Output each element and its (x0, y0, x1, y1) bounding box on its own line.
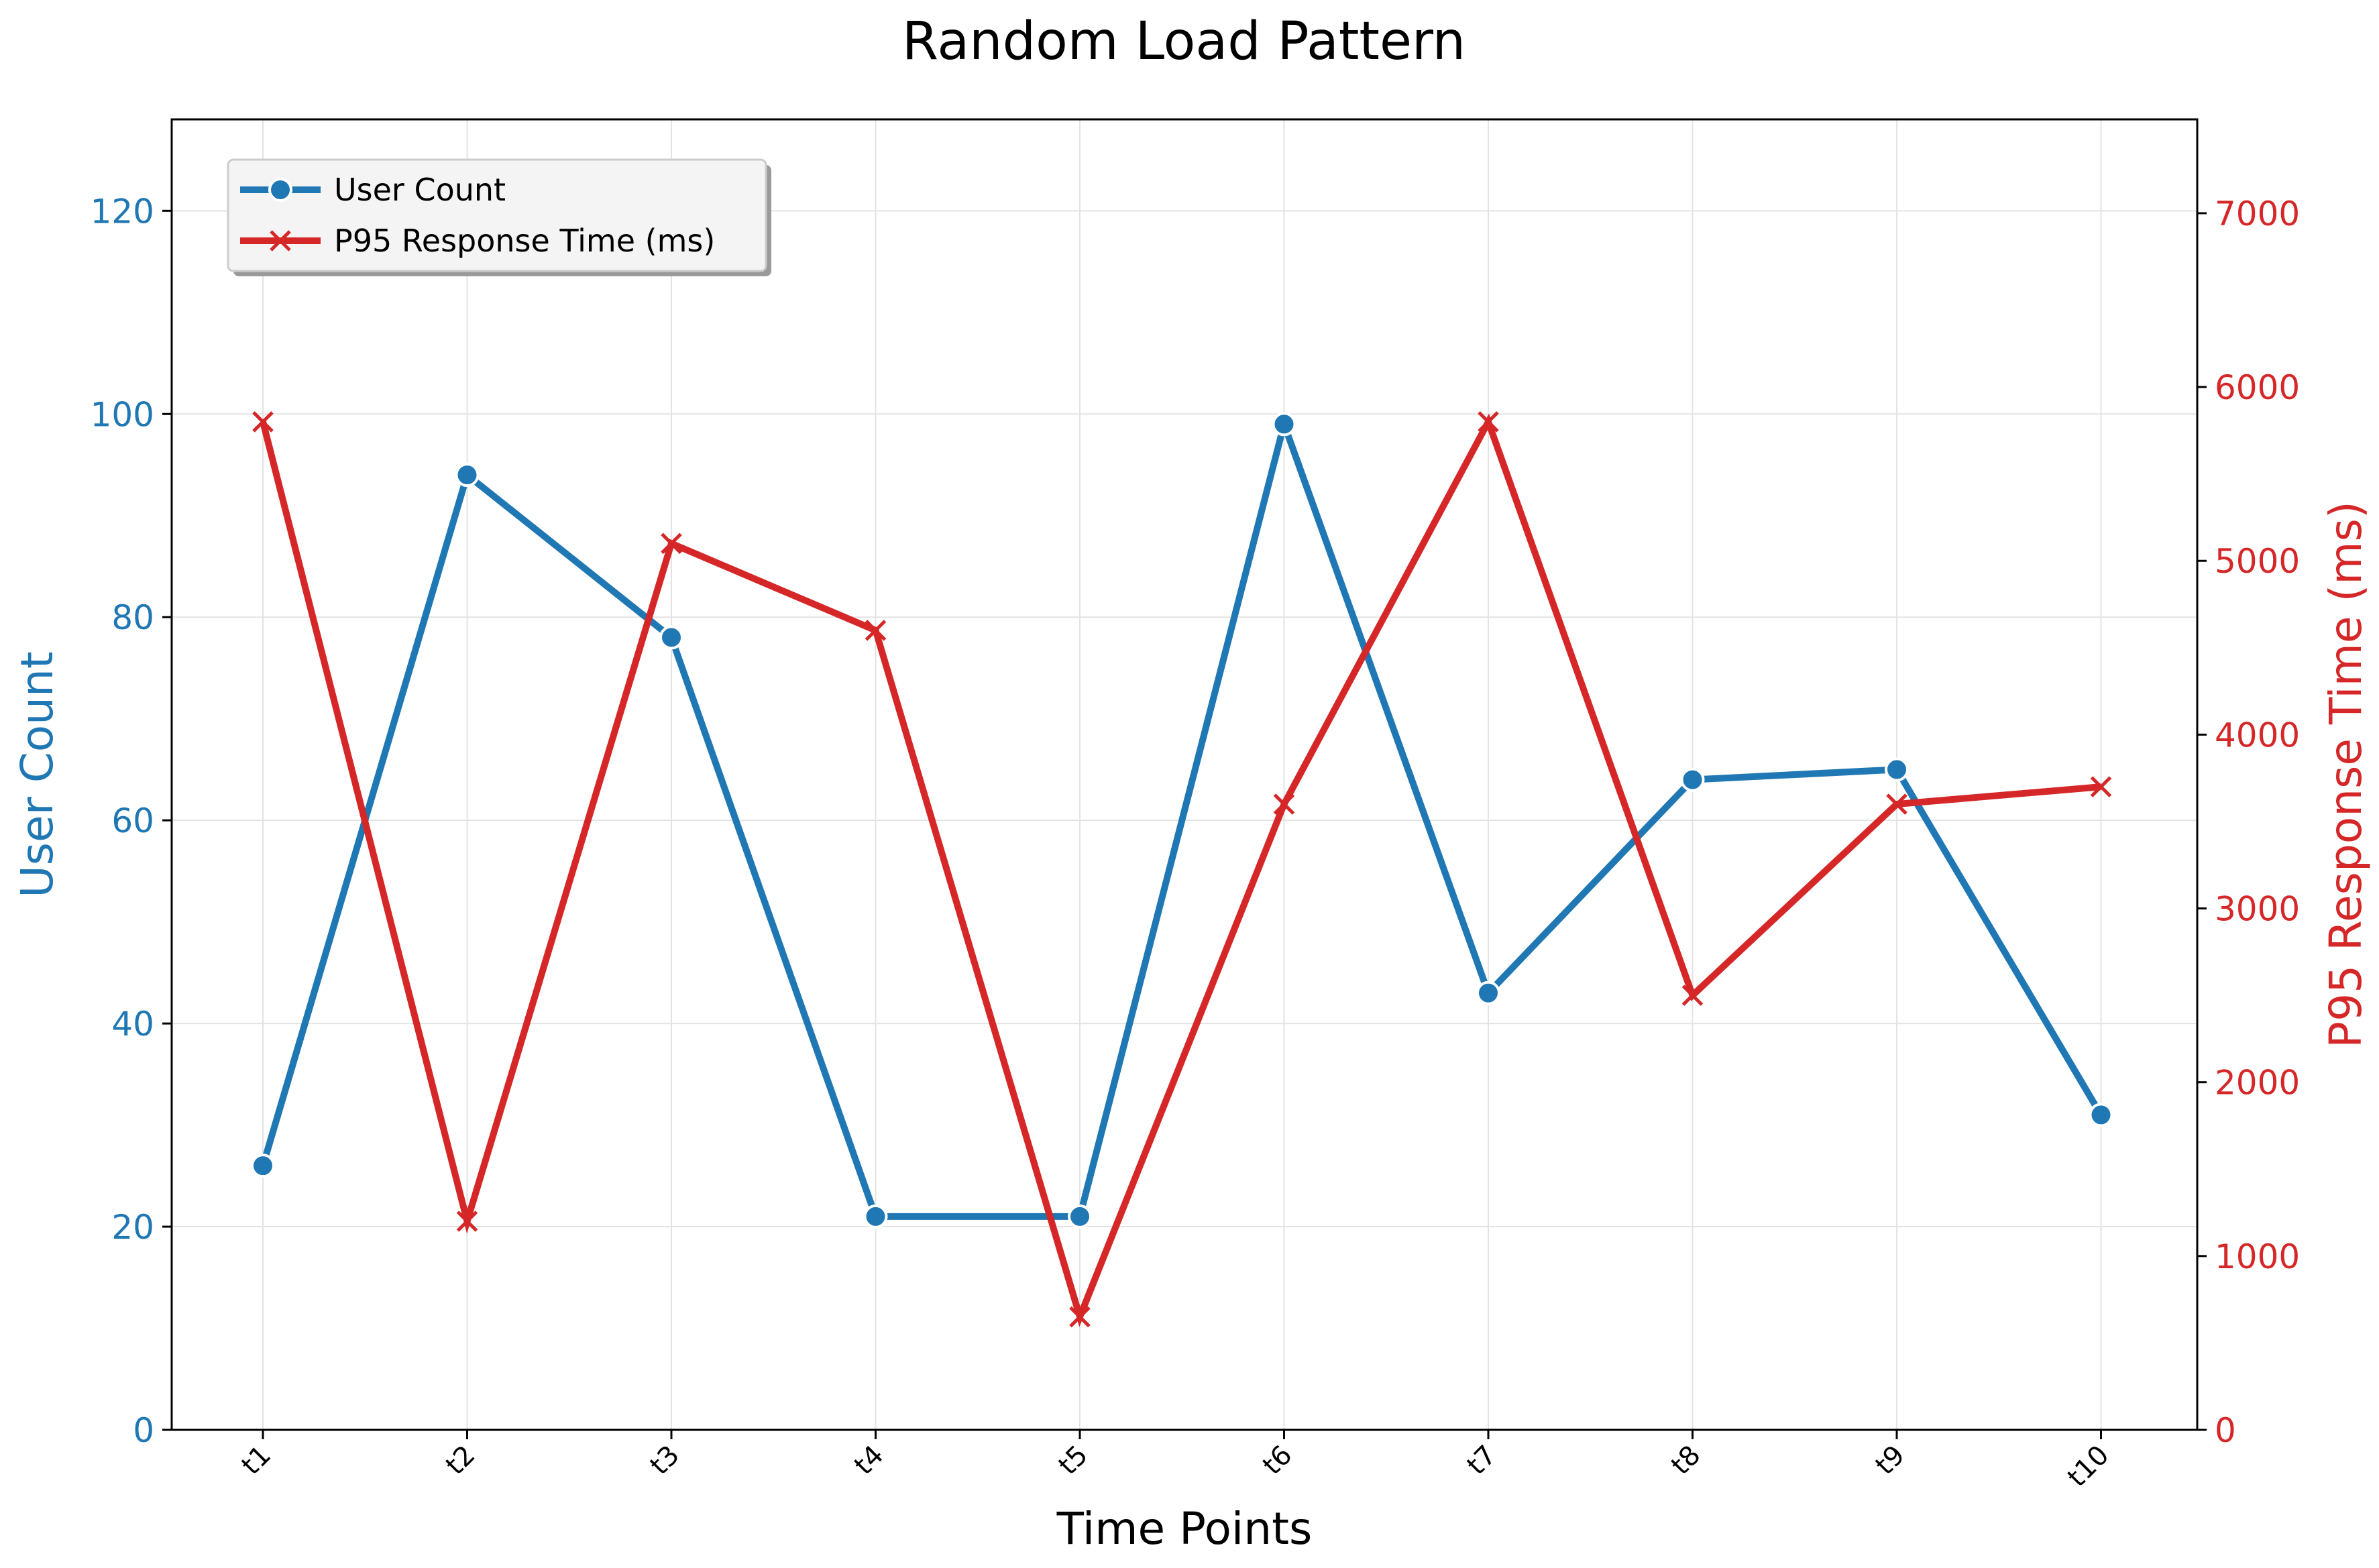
plot-frame (170, 118, 2199, 1431)
p95-response-time-point (1273, 793, 1295, 815)
legend-box (227, 158, 767, 272)
y-right-tick-label: 4000 (2215, 716, 2300, 754)
user-count-point (659, 625, 683, 650)
y-left-tick-label: 20 (111, 1208, 154, 1247)
p95-response-time-point (1886, 793, 1907, 815)
y-left-tick-label: 0 (133, 1411, 154, 1450)
p95-response-time-point (252, 411, 274, 433)
p95-response-time-point (2090, 776, 2112, 797)
y-axis-label-left: User Count (11, 651, 63, 897)
p95-response-time-point (456, 1211, 478, 1232)
y-right-tick-label: 1000 (2215, 1237, 2300, 1276)
p95-response-time-series (252, 411, 2112, 1328)
legend-label-p95-response-time: P95 Response Time (ms) (334, 223, 715, 259)
y-right-tick-label: 7000 (2215, 194, 2300, 233)
x-axis-label: Time Points (1056, 1503, 1313, 1555)
user-count-point (863, 1204, 888, 1229)
p95-response-time-point (865, 620, 887, 641)
user-count-line (260, 412, 2104, 1220)
y-right-tick-label: 0 (2215, 1411, 2236, 1450)
legend-marker-user-count (268, 178, 292, 202)
user-count-point (1476, 981, 1500, 1005)
p95-response-time-line (260, 413, 2101, 1327)
p95-response-time-point (1069, 1306, 1091, 1328)
y-left-tick-label: 80 (111, 598, 154, 637)
y-right-tick-label: 3000 (2215, 890, 2300, 929)
legend: User Count P95 Response Time (ms) (227, 158, 771, 276)
y-left-tick-label: 60 (111, 801, 154, 840)
user-count-series (251, 412, 2113, 1229)
user-count-point (2089, 1103, 2113, 1127)
y-left-tick-label: 100 (91, 395, 154, 434)
y-right-tick-label: 2000 (2215, 1064, 2300, 1103)
y-left-tick-label: 40 (111, 1005, 154, 1044)
chart-title: Random Load Pattern (902, 11, 1465, 72)
y-axis-label-right: P95 Response Time (ms) (2320, 501, 2372, 1048)
y-left-tick-label: 120 (91, 192, 154, 231)
y-right-tick-label: 5000 (2215, 542, 2300, 581)
user-count-point (1068, 1204, 1092, 1229)
user-count-point (1272, 412, 1296, 437)
legend-label-user-count: User Count (334, 172, 506, 208)
p95-response-time-point (1478, 411, 1499, 433)
series-layer (251, 411, 2113, 1328)
user-count-point (1680, 767, 1705, 792)
y-right-tick-label: 6000 (2215, 368, 2300, 407)
user-count-point (251, 1154, 275, 1178)
p95-response-time-point (1681, 985, 1704, 1006)
p95-response-time-point (661, 533, 682, 555)
legend-marker-p95-response-time (270, 230, 291, 251)
user-count-point (1885, 757, 1909, 782)
user-count-point (455, 463, 480, 488)
